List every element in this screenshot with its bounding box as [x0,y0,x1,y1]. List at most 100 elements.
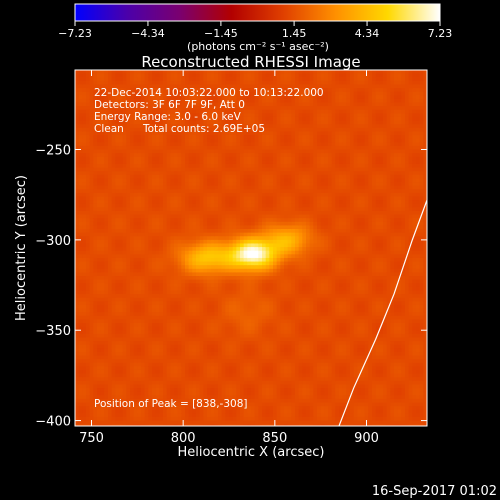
heatmap-pixel [236,116,241,122]
heatmap-pixel [126,322,131,328]
heatmap-pixel [166,196,171,201]
heatmap-pixel [196,77,201,82]
heatmap-pixel [188,286,193,292]
heatmap-pixel [141,138,146,143]
heatmap-pixel [181,265,186,270]
heatmap-pixel [82,185,87,190]
heatmap-pixel [144,163,149,169]
heatmap-pixel [207,294,212,299]
heatmap-pixel [122,268,127,273]
heatmap-pixel [196,124,201,129]
heatmap-pixel [236,73,241,78]
heatmap-pixel [104,359,109,364]
heatmap-pixel [155,402,160,407]
heatmap-pixel [247,124,252,129]
heatmap-pixel [141,135,146,140]
heatmap-pixel [104,319,109,324]
heatmap-pixel [207,73,212,78]
heatmap-pixel [93,326,98,331]
heatmap-pixel [137,384,142,389]
heatmap-pixel [229,272,234,277]
heatmap-pixel [174,359,179,364]
heatmap-pixel [86,77,91,82]
heatmap-pixel [108,200,113,205]
heatmap-pixel [155,203,160,208]
heatmap-pixel [86,330,91,335]
heatmap-pixel [75,218,80,223]
heatmap-pixel [203,312,208,317]
heatmap-pixel [130,138,135,143]
heatmap-pixel [148,420,153,425]
heatmap-pixel [133,348,138,353]
heatmap-pixel [82,153,87,158]
heatmap-pixel [174,214,179,219]
heatmap-pixel [97,160,102,165]
heatmap-pixel [100,286,105,292]
heatmap-pixel [141,315,146,320]
heatmap-pixel [119,297,124,302]
heatmap-pixel [225,388,230,393]
heatmap-pixel [75,70,80,75]
heatmap-pixel [144,142,149,147]
heatmap-pixel [115,333,120,339]
heatmap-pixel [126,297,131,302]
heatmap-pixel [170,116,175,122]
heatmap-pixel [251,294,256,299]
heatmap-pixel [240,315,245,320]
heatmap-pixel [170,315,175,320]
heatmap-pixel [78,203,83,208]
heatmap-pixel [119,102,124,107]
heatmap-pixel [119,116,124,122]
heatmap-pixel [188,366,193,371]
heatmap-pixel [232,406,237,411]
heatmap-pixel [86,91,91,96]
heatmap-pixel [240,283,245,288]
heatmap-pixel [251,333,256,339]
heatmap-pixel [100,402,105,407]
heatmap-pixel [97,286,102,292]
heatmap-pixel [152,182,157,187]
heatmap-pixel [126,203,131,208]
heatmap-pixel [89,163,94,169]
heatmap-pixel [207,388,212,393]
heatmap-pixel [232,272,237,277]
heatmap-pixel [155,351,160,357]
heatmap-pixel [188,409,193,414]
heatmap-pixel [108,333,113,339]
heatmap-pixel [86,247,91,252]
heatmap-pixel [104,297,109,302]
heatmap-pixel [130,116,135,122]
heatmap-pixel [247,286,252,292]
heatmap-pixel [254,229,259,234]
heatmap-pixel [100,268,105,273]
heatmap-pixel [148,348,153,353]
heatmap-pixel [137,106,142,111]
heatmap-pixel [170,88,175,93]
heatmap-pixel [236,406,241,411]
heatmap-pixel [229,113,234,118]
heatmap-pixel [144,276,149,281]
heatmap-pixel [111,218,116,223]
heatmap-pixel [214,138,219,143]
heatmap-pixel [221,247,226,252]
heatmap-pixel [75,88,80,93]
heatmap-pixel [225,301,230,306]
heatmap-pixel [236,257,241,263]
heatmap-pixel [126,239,131,245]
heatmap-pixel [188,333,193,339]
heatmap-pixel [240,200,245,205]
heatmap-pixel [115,337,120,342]
heatmap-pixel [247,416,252,422]
heatmap-pixel [130,185,135,190]
heatmap-pixel [243,243,248,248]
heatmap-pixel [78,229,83,234]
heatmap-pixel [225,420,230,425]
heatmap-pixel [115,369,120,375]
heatmap-pixel [89,326,94,331]
heatmap-pixel [218,232,223,237]
heatmap-pixel [229,351,234,357]
heatmap-pixel [133,406,138,411]
heatmap-pixel [192,348,197,353]
heatmap-pixel [89,88,94,93]
heatmap-pixel [203,395,208,400]
